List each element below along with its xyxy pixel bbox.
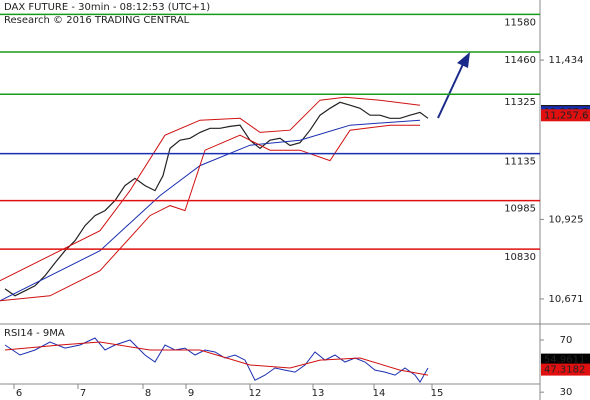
series-line	[0, 124, 420, 302]
rsi-title: RSI14 - 9MA	[4, 328, 65, 339]
forecast-arrow	[437, 61, 465, 119]
level-label: 11325	[504, 97, 536, 108]
x-tick-label: 8	[145, 388, 151, 399]
series-line	[4, 337, 429, 384]
level-label: 10985	[504, 204, 536, 215]
level-label: 11580	[504, 17, 536, 28]
x-tick-label: 6	[16, 388, 22, 399]
chart-title: DAX FUTURE - 30min - 08:12:53 (UTC+1)	[4, 2, 210, 13]
x-tick-label: 9	[188, 388, 194, 399]
x-tick-label: 12	[249, 388, 262, 399]
price-tag	[541, 109, 590, 122]
series-line	[4, 341, 429, 376]
series-line	[0, 96, 421, 282]
plots	[0, 96, 429, 384]
series-line	[0, 119, 421, 302]
level-label: 11135	[504, 157, 536, 168]
price-tag-label: 47.3182	[544, 365, 585, 376]
x-tick-label: 13	[312, 388, 325, 399]
price-tag	[541, 363, 590, 376]
chart-subtitle: Research © 2016 TRADING CENTRAL	[4, 15, 190, 26]
series-line	[4, 101, 429, 297]
arrow-head	[457, 52, 470, 68]
y-tick-label: 30	[560, 387, 573, 398]
level-label: 11460	[504, 55, 536, 66]
x-tick-label: 15	[431, 388, 444, 399]
price-tag	[541, 353, 590, 366]
price-tag-label: 11,257.6	[544, 110, 589, 121]
y-tick-label: 10,925	[549, 214, 584, 225]
x-tick-label: 7	[80, 388, 86, 399]
price-tag-label: 54.9611	[544, 355, 585, 366]
y-tick-label: 70	[560, 335, 573, 346]
y-tick-label: 10,671	[549, 294, 584, 305]
x-tick-label: 14	[373, 388, 386, 399]
level-label: 10830	[504, 252, 536, 263]
y-tick-label: 11,434	[549, 55, 584, 66]
